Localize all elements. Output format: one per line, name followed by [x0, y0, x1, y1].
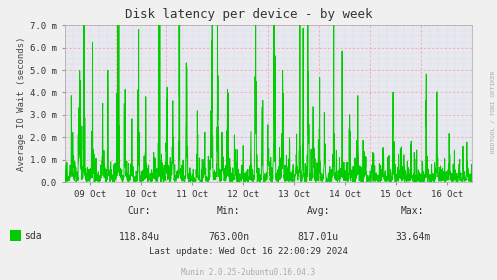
Text: Avg:: Avg:: [306, 206, 330, 216]
Y-axis label: Average IO Wait (seconds): Average IO Wait (seconds): [17, 36, 26, 171]
Text: Min:: Min:: [217, 206, 241, 216]
Text: Max:: Max:: [401, 206, 424, 216]
Text: 33.64m: 33.64m: [395, 232, 430, 242]
Text: Last update: Wed Oct 16 22:00:29 2024: Last update: Wed Oct 16 22:00:29 2024: [149, 247, 348, 256]
Text: Cur:: Cur:: [127, 206, 151, 216]
Text: 763.00n: 763.00n: [208, 232, 249, 242]
Text: 817.01u: 817.01u: [298, 232, 338, 242]
Text: Disk latency per device - by week: Disk latency per device - by week: [125, 8, 372, 21]
Text: sda: sda: [24, 231, 41, 241]
Text: Munin 2.0.25-2ubuntu0.16.04.3: Munin 2.0.25-2ubuntu0.16.04.3: [181, 268, 316, 277]
Text: RRDTOOL / TOBI OETIKER: RRDTOOL / TOBI OETIKER: [490, 71, 495, 153]
Text: 118.84u: 118.84u: [119, 232, 160, 242]
